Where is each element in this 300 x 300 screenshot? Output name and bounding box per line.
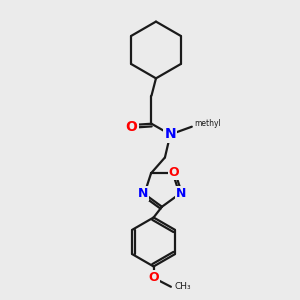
Text: N: N: [138, 188, 148, 200]
Text: N: N: [176, 188, 186, 200]
Text: N: N: [164, 128, 176, 142]
Text: CH₃: CH₃: [175, 282, 191, 291]
Text: methyl: methyl: [194, 119, 221, 128]
Text: O: O: [148, 271, 159, 284]
Text: O: O: [169, 166, 179, 178]
Text: O: O: [125, 120, 137, 134]
